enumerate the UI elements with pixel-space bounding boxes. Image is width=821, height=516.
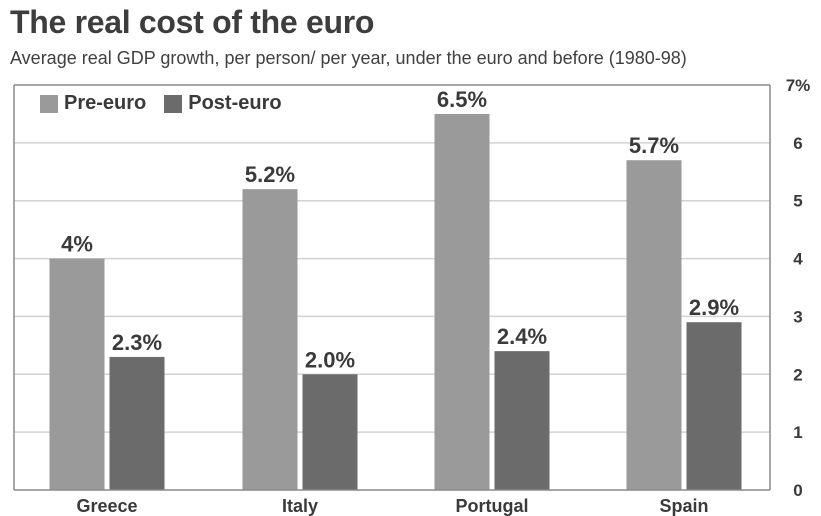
data-label: 2.4%: [497, 324, 547, 349]
data-label: 2.3%: [112, 330, 162, 355]
data-label: 5.7%: [629, 133, 679, 158]
x-tick-label: Portugal: [455, 496, 528, 516]
axes: 0 1 2 3 4 5 6 7% Greece Italy Portugal Spain: [13, 76, 811, 516]
bars: [49, 113, 742, 490]
data-label: 6.5%: [437, 87, 487, 112]
x-tick-label: Spain: [659, 496, 708, 516]
legend-label-pre-euro: Pre-euro: [64, 92, 147, 114]
legend-swatch-pre-euro: [40, 94, 58, 113]
y-tick-label: 4: [793, 250, 803, 269]
data-labels: 4% 2.3% 5.2% 2.0% 6.5% 2.4% 5.7% 2.9%: [61, 87, 739, 372]
x-tick-label: Italy: [282, 496, 318, 516]
data-label: 2.9%: [689, 295, 739, 320]
bar-post-euro-spain: [686, 322, 742, 490]
bar-pre-euro-italy: [242, 189, 298, 490]
bar-post-euro-italy: [302, 374, 358, 490]
bar-post-euro-greece: [109, 356, 165, 490]
x-tick-label: Greece: [76, 496, 137, 516]
data-label: 4%: [61, 232, 93, 257]
y-tick-label: 6: [793, 134, 802, 153]
bar-post-euro-portugal: [494, 351, 550, 490]
legend-label-post-euro: Post-euro: [188, 92, 282, 114]
legend-item-pre-euro: Pre-euro: [40, 92, 146, 115]
y-tick-label: 3: [793, 307, 802, 326]
data-label: 5.2%: [245, 162, 295, 187]
y-tick-label: 7%: [786, 76, 811, 95]
legend-swatch-post-euro: [164, 94, 183, 113]
bar-pre-euro-greece: [49, 258, 105, 490]
chart-title: The real cost of the euro: [10, 4, 375, 40]
y-tick-label: 5: [793, 192, 802, 211]
y-tick-label: 0: [793, 481, 802, 500]
data-label: 2.0%: [305, 347, 355, 372]
bar-pre-euro-spain: [626, 160, 682, 490]
y-tick-label: 2: [793, 365, 802, 384]
legend-item-post-euro: Post-euro: [164, 92, 282, 115]
chart-subtitle: Average real GDP growth, per person/ per…: [10, 48, 687, 68]
bar-pre-euro-portugal: [434, 113, 490, 490]
legend: Pre-euro Post-euro: [40, 92, 290, 115]
y-tick-label: 1: [793, 423, 802, 442]
